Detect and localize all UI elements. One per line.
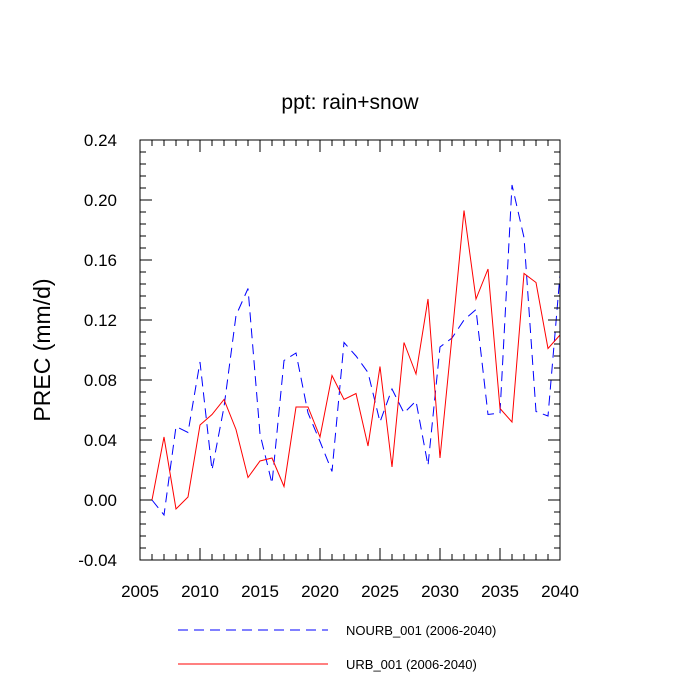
series-line-2 <box>151 210 561 511</box>
x-tick-label: 2035 <box>481 582 519 601</box>
series-line-1 <box>151 184 561 517</box>
plot-frame <box>139 139 561 561</box>
series-layer <box>151 184 561 517</box>
x-tick-label: 2010 <box>181 582 219 601</box>
y-tick-label: 0.08 <box>84 371 117 390</box>
y-tick-label: 0.24 <box>84 131 117 150</box>
y-tick-label: 0.16 <box>84 251 117 270</box>
x-tick-label: 2030 <box>421 582 459 601</box>
y-tick-label: -0.04 <box>78 551 117 570</box>
x-tick-label: 2015 <box>241 582 279 601</box>
y-tick-label: 0.04 <box>84 431 117 450</box>
x-tick-label: 2040 <box>541 582 579 601</box>
chart-title: ppt: rain+snow <box>281 91 419 114</box>
x-tick-label: 2025 <box>361 582 399 601</box>
legend-label-1: NOURB_001 (2006-2040) <box>346 623 496 638</box>
x-tick-label: 2020 <box>301 582 339 601</box>
x-tick-label: 2005 <box>121 582 159 601</box>
legend: NOURB_001 (2006-2040) URB_001 (2006-2040) <box>178 623 496 672</box>
legend-label-2: URB_001 (2006-2040) <box>346 657 477 672</box>
y-tick-label: 0.20 <box>84 191 117 210</box>
y-tick-label: 0.00 <box>84 491 117 510</box>
ticks-layer: 2005 2010 2015 2020 2025 2030 2035 2040 -0.04 0.0… <box>78 131 579 601</box>
y-axis-label: PREC (mm/d) <box>29 278 55 421</box>
y-tick-label: 0.12 <box>84 311 117 330</box>
